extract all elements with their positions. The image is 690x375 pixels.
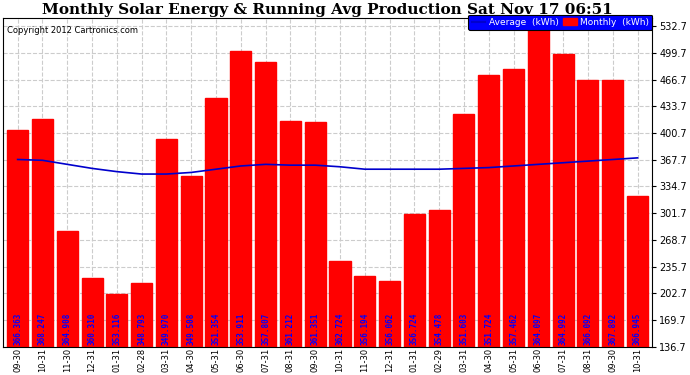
Text: 357.807: 357.807 <box>261 313 270 345</box>
Text: 357.462: 357.462 <box>509 313 518 345</box>
Bar <box>528 24 549 346</box>
Bar <box>404 214 425 346</box>
Bar <box>106 294 128 346</box>
Text: 353.911: 353.911 <box>236 313 246 345</box>
Text: 351.724: 351.724 <box>484 313 493 345</box>
Bar <box>553 54 573 346</box>
Text: 364.992: 364.992 <box>559 313 568 345</box>
Bar <box>379 281 400 346</box>
Bar <box>627 196 648 346</box>
Text: 364.908: 364.908 <box>63 313 72 345</box>
Bar <box>280 122 301 346</box>
Text: 353.116: 353.116 <box>112 313 121 345</box>
Text: 351.354: 351.354 <box>212 313 221 345</box>
Text: 361.351: 361.351 <box>310 313 319 345</box>
Bar <box>131 283 152 346</box>
Text: 368.247: 368.247 <box>38 313 47 345</box>
Bar <box>453 114 475 346</box>
Bar <box>478 75 500 347</box>
Bar <box>230 51 251 346</box>
Bar <box>81 278 103 346</box>
Text: 348.793: 348.793 <box>137 313 146 345</box>
Bar <box>329 261 351 346</box>
Text: 349.970: 349.970 <box>162 313 171 345</box>
Text: 362.724: 362.724 <box>335 313 344 345</box>
Title: Monthly Solar Energy & Running Avg Production Sat Nov 17 06:51: Monthly Solar Energy & Running Avg Produ… <box>42 3 613 17</box>
Bar <box>156 139 177 346</box>
Text: 354.478: 354.478 <box>435 313 444 345</box>
Legend: Average  (kWh), Monthly  (kWh): Average (kWh), Monthly (kWh) <box>469 15 653 30</box>
Text: 356.194: 356.194 <box>360 313 369 345</box>
Text: 366.945: 366.945 <box>633 313 642 345</box>
Bar <box>428 210 450 346</box>
Text: Copyright 2012 Cartronics.com: Copyright 2012 Cartronics.com <box>7 26 138 35</box>
Text: 367.892: 367.892 <box>608 313 618 345</box>
Bar <box>7 130 28 346</box>
Bar <box>181 176 201 346</box>
Text: 366.363: 366.363 <box>13 313 22 345</box>
Text: 349.508: 349.508 <box>187 313 196 345</box>
Bar <box>503 69 524 346</box>
Bar <box>206 98 226 346</box>
Bar <box>602 80 623 346</box>
Text: 366.092: 366.092 <box>584 313 593 345</box>
Text: 351.603: 351.603 <box>460 313 469 345</box>
Text: 356.724: 356.724 <box>410 313 419 345</box>
Bar <box>305 122 326 346</box>
Bar <box>354 276 375 346</box>
Bar <box>57 231 78 346</box>
Text: 356.062: 356.062 <box>385 313 394 345</box>
Bar <box>32 119 53 346</box>
Text: 361.212: 361.212 <box>286 313 295 345</box>
Text: 360.310: 360.310 <box>88 313 97 345</box>
Bar <box>255 62 276 346</box>
Bar <box>578 80 598 346</box>
Text: 364.097: 364.097 <box>534 313 543 345</box>
